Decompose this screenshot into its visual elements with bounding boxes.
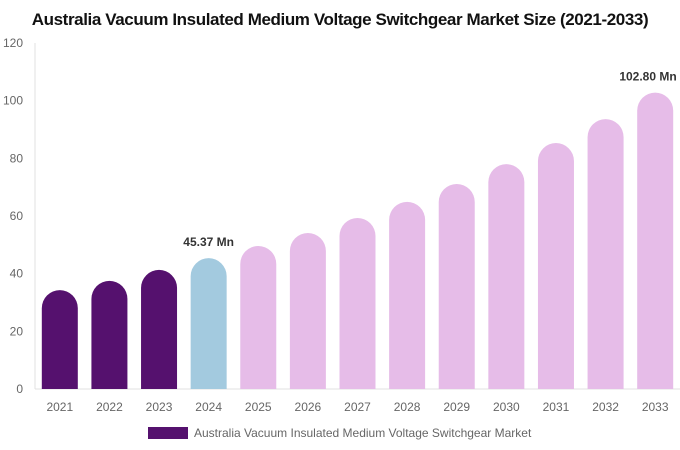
y-tick-label: 100 xyxy=(3,94,23,108)
bar-2027 xyxy=(339,218,376,389)
y-tick-label: 40 xyxy=(10,267,24,281)
data-label: 102.80 Mn xyxy=(619,70,676,84)
x-tick-label: 2026 xyxy=(295,400,322,414)
data-label: 45.37 Mn xyxy=(183,235,234,249)
legend-label: Australia Vacuum Insulated Medium Voltag… xyxy=(194,426,532,440)
bar-2023 xyxy=(141,269,178,389)
x-tick-label: 2030 xyxy=(493,400,520,414)
y-tick-label: 120 xyxy=(3,36,23,50)
legend-swatch xyxy=(148,427,188,439)
bar-2025 xyxy=(240,245,277,389)
bar-2033 xyxy=(637,92,674,390)
chart-title: Australia Vacuum Insulated Medium Voltag… xyxy=(31,10,649,29)
x-tick-label: 2031 xyxy=(543,400,570,414)
bar-2032 xyxy=(587,119,624,389)
bar-2030 xyxy=(488,164,525,389)
y-tick-label: 80 xyxy=(10,151,24,165)
x-tick-label: 2022 xyxy=(96,400,123,414)
bar-2029 xyxy=(438,183,475,389)
y-tick-label: 0 xyxy=(16,382,23,396)
bar-2026 xyxy=(289,233,326,389)
x-tick-label: 2024 xyxy=(195,400,222,414)
legend: Australia Vacuum Insulated Medium Voltag… xyxy=(148,426,531,440)
x-tick-label: 2023 xyxy=(146,400,173,414)
y-tick-label: 60 xyxy=(10,209,24,223)
y-tick-label: 20 xyxy=(10,324,24,338)
bar-2024 xyxy=(190,258,227,389)
bar-2031 xyxy=(537,143,574,389)
x-tick-label: 2025 xyxy=(245,400,272,414)
bar-2022 xyxy=(91,280,128,389)
x-tick-label: 2029 xyxy=(443,400,470,414)
x-tick-label: 2032 xyxy=(592,400,619,414)
bar-2021 xyxy=(41,290,78,389)
bar-2028 xyxy=(389,201,426,389)
x-tick-label: 2033 xyxy=(642,400,669,414)
x-tick-label: 2028 xyxy=(394,400,421,414)
x-tick-label: 2021 xyxy=(46,400,73,414)
x-tick-label: 2027 xyxy=(344,400,371,414)
